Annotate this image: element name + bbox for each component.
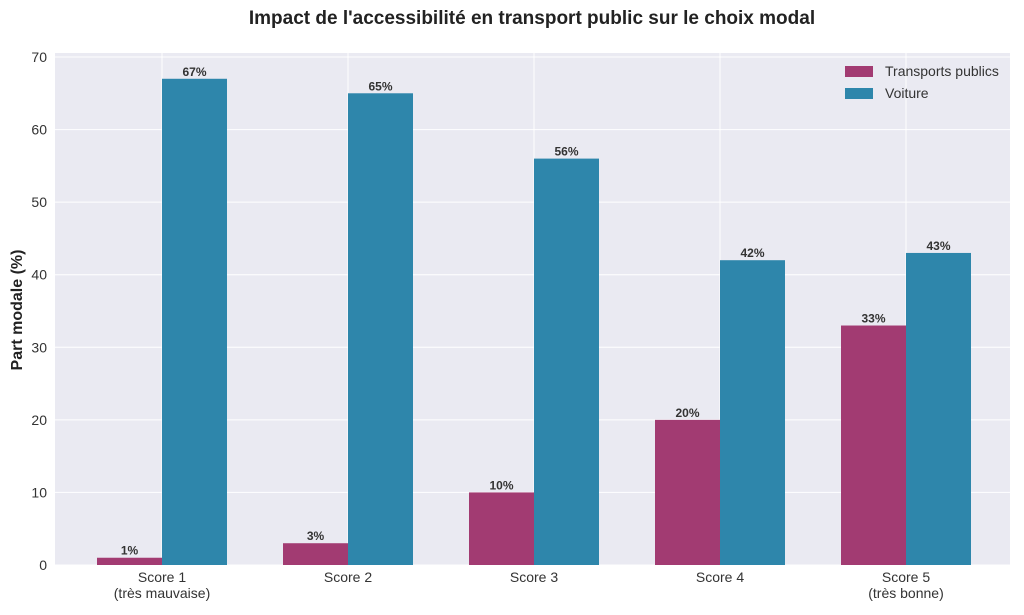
value-label: 1%	[121, 544, 139, 558]
y-tick-label: 40	[31, 267, 47, 283]
y-tick-label: 70	[31, 49, 47, 65]
bar	[469, 492, 534, 565]
x-tick-label: Score 4	[696, 569, 744, 585]
legend-label: Transports publics	[885, 63, 999, 79]
bar	[97, 557, 162, 565]
x-tick-label: (très mauvaise)	[114, 585, 210, 601]
y-tick-label: 50	[31, 194, 47, 210]
bar	[655, 419, 720, 565]
chart-title: Impact de l'accessibilité en transport p…	[249, 8, 815, 29]
value-label: 33%	[861, 312, 885, 326]
y-axis-label: Part modale (%)	[9, 250, 26, 371]
value-label: 43%	[926, 239, 950, 253]
bar	[162, 78, 227, 566]
value-label: 10%	[489, 478, 513, 492]
legend-swatch	[845, 88, 873, 99]
y-tick-label: 10	[31, 484, 47, 500]
value-label: 56%	[554, 145, 578, 159]
y-tick-label: 0	[39, 557, 47, 573]
x-tick-label: Score 5	[882, 569, 930, 585]
x-tick-label: Score 1	[138, 569, 186, 585]
y-tick-label: 60	[31, 122, 47, 138]
legend-swatch	[845, 66, 873, 77]
value-label: 20%	[675, 406, 699, 420]
bar	[283, 543, 348, 565]
bar	[534, 158, 599, 565]
x-tick-label: Score 3	[510, 569, 558, 585]
bar	[720, 260, 785, 565]
x-tick-label: (très bonne)	[868, 585, 943, 601]
y-tick-label: 30	[31, 339, 47, 355]
bar	[348, 93, 413, 566]
y-tick-label: 20	[31, 412, 47, 428]
x-tick-label: Score 2	[324, 569, 372, 585]
legend-label: Voiture	[885, 85, 929, 101]
bar	[906, 252, 971, 565]
value-label: 42%	[740, 246, 764, 260]
value-label: 3%	[307, 529, 325, 543]
value-label: 67%	[182, 65, 206, 79]
bar	[841, 325, 906, 565]
value-label: 65%	[368, 79, 392, 93]
